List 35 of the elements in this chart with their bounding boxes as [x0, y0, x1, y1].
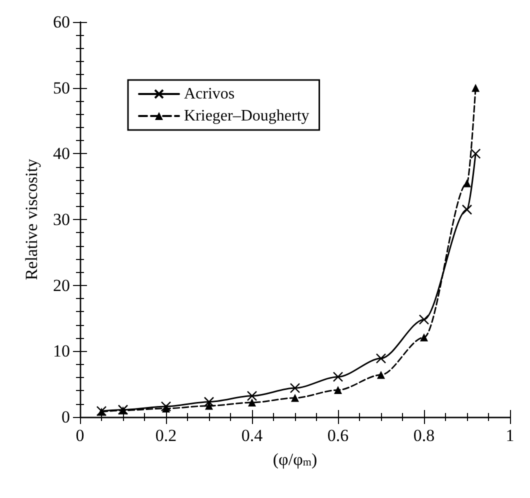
x-tick-label: 0.2 — [155, 426, 177, 445]
legend-label: Acrivos — [184, 86, 235, 102]
x-tick-label: 0 — [76, 426, 84, 445]
point — [162, 404, 170, 412]
y-tick-label: 40 — [53, 144, 70, 164]
point — [377, 370, 385, 379]
point — [472, 84, 480, 92]
y-tick-label: 0 — [62, 408, 70, 426]
point — [463, 179, 471, 188]
point — [376, 353, 386, 364]
point — [160, 401, 172, 412]
point — [248, 398, 256, 407]
point — [462, 204, 472, 215]
point — [205, 402, 213, 410]
x-axis-title: (φ/φm) — [272, 450, 318, 469]
point — [204, 396, 214, 408]
y-tick-label: 30 — [53, 210, 70, 229]
x-tick-label: 0.4 — [241, 426, 264, 445]
x-tick-label: 1 — [506, 426, 514, 445]
y-axis-title: Relative viscosity — [22, 158, 41, 280]
legend-label: Krieger–Dougherty — [184, 108, 310, 124]
x-tick-label: 0.8 — [413, 426, 435, 445]
point — [291, 394, 299, 402]
y-tick-label: 60 — [53, 12, 70, 32]
point — [246, 390, 258, 402]
y-tick-label: 10 — [53, 342, 70, 361]
point — [334, 386, 342, 394]
point — [332, 372, 344, 382]
y-tick-label: 20 — [53, 276, 70, 295]
point — [420, 333, 428, 342]
x-tick-label: 0.6 — [327, 426, 349, 445]
y-tick-label: 50 — [53, 78, 70, 98]
point — [418, 314, 430, 325]
point — [290, 382, 300, 394]
point — [470, 148, 481, 159]
